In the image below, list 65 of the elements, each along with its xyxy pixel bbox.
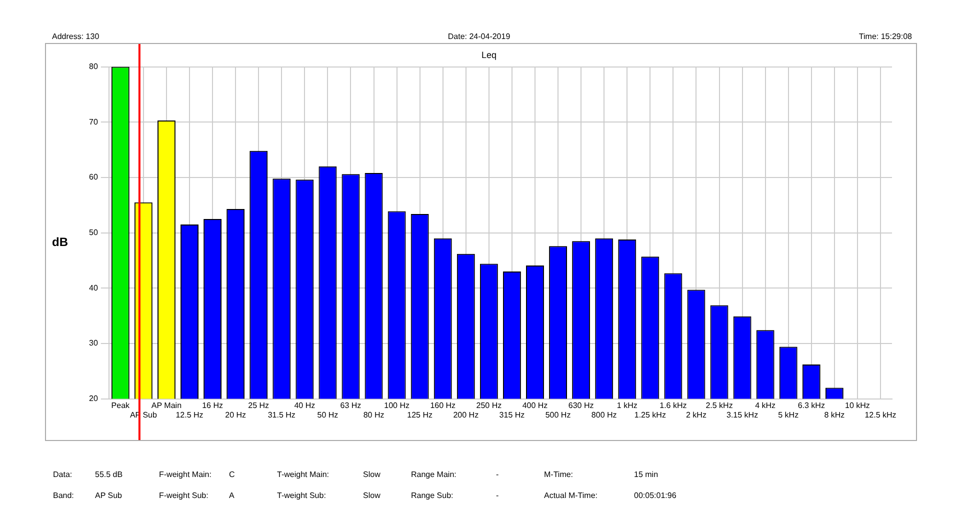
text: 00:05:01:96 xyxy=(634,491,678,500)
x-tick-label: 5 kHz xyxy=(778,410,799,420)
x-tick-label: 20 Hz xyxy=(225,410,246,420)
x-tick-label: 12.5 Hz xyxy=(176,410,204,420)
text: Slow xyxy=(363,491,382,500)
x-tick-label: 100 Hz xyxy=(384,400,410,410)
x-tick-label: 315 Hz xyxy=(499,410,525,420)
y-tick-label: 70 xyxy=(88,117,98,126)
x-tick-label: 250 Hz xyxy=(476,400,502,410)
x-tick-label: 25 Hz xyxy=(248,400,270,410)
text: Range Sub: xyxy=(411,491,454,500)
text: M-Time: xyxy=(544,470,574,479)
x-tick-label: 630 Hz xyxy=(568,400,594,410)
text: Date: 24-04-2019 xyxy=(448,32,510,41)
x-tick-label: 6.3 kHz xyxy=(798,400,825,410)
text: Band: xyxy=(53,491,75,500)
x-tick-label: 800 Hz xyxy=(591,410,617,420)
text: Actual M-Time: xyxy=(544,491,598,500)
text: C xyxy=(229,470,236,479)
x-tick-label: 10 kHz xyxy=(845,400,870,410)
x-tick-label: Peak xyxy=(111,400,131,410)
text: - xyxy=(496,470,500,479)
x-tick-label: 63 Hz xyxy=(340,400,362,410)
text: Slow xyxy=(363,470,382,479)
text: Range Main: xyxy=(411,470,458,479)
y-tick-label: 20 xyxy=(88,394,98,404)
x-tick-label: 16 Hz xyxy=(202,400,223,410)
text: - xyxy=(496,491,500,500)
x-tick-label: AP Main xyxy=(151,400,182,410)
x-tick-label: 1.25 kHz xyxy=(634,410,666,420)
text: AP Sub xyxy=(95,491,123,500)
text: T-weight Sub: xyxy=(277,491,327,500)
x-tick-label: 50 Hz xyxy=(317,410,338,420)
chart-title: Leq xyxy=(481,50,497,60)
x-tick-label: 80 Hz xyxy=(363,410,384,420)
y-tick-label: 30 xyxy=(88,338,98,348)
x-tick-label: 40 Hz xyxy=(294,400,316,410)
x-tick-label: 1 kHz xyxy=(616,400,638,410)
text: A xyxy=(229,491,236,500)
text: F-weight Main: xyxy=(159,470,212,479)
text: Address: 130 xyxy=(52,32,100,41)
x-tick-label: 2.5 kHz xyxy=(706,400,733,410)
x-tick-label: 500 Hz xyxy=(545,410,571,420)
text: T-weight Main: xyxy=(277,470,330,479)
x-tick-label: 2 kHz xyxy=(686,410,706,420)
text: 55.5 dB xyxy=(95,470,124,479)
x-tick-label: 125 Hz xyxy=(407,410,433,420)
x-tick-label: 160 Hz xyxy=(430,400,456,410)
x-tick-label: 12.5 kHz xyxy=(864,410,896,420)
x-tick-label: 1.6 kHz xyxy=(660,400,687,410)
x-tick-label: 31.5 Hz xyxy=(268,410,296,420)
y-tick-label: 50 xyxy=(88,228,98,238)
text: Time: 15:29:08 xyxy=(858,32,912,41)
y-tick-label: 40 xyxy=(88,283,98,292)
x-tick-label: 4 kHz xyxy=(755,400,776,410)
x-tick-label: 3.15 kHz xyxy=(726,410,758,420)
text: F-weight Sub: xyxy=(159,491,210,500)
y-tick-label: 60 xyxy=(88,172,98,182)
y-tick-label: 80 xyxy=(88,62,98,72)
text: Data: xyxy=(53,470,74,479)
y-axis-title: dB xyxy=(52,235,68,250)
text: 15 min xyxy=(634,470,660,479)
x-tick-label: 400 Hz xyxy=(522,400,548,410)
x-tick-label: 200 Hz xyxy=(453,410,479,420)
x-tick-label: 8 kHz xyxy=(824,410,845,420)
